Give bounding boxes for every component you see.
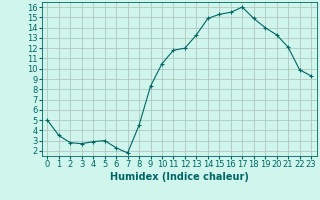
X-axis label: Humidex (Indice chaleur): Humidex (Indice chaleur): [110, 172, 249, 182]
